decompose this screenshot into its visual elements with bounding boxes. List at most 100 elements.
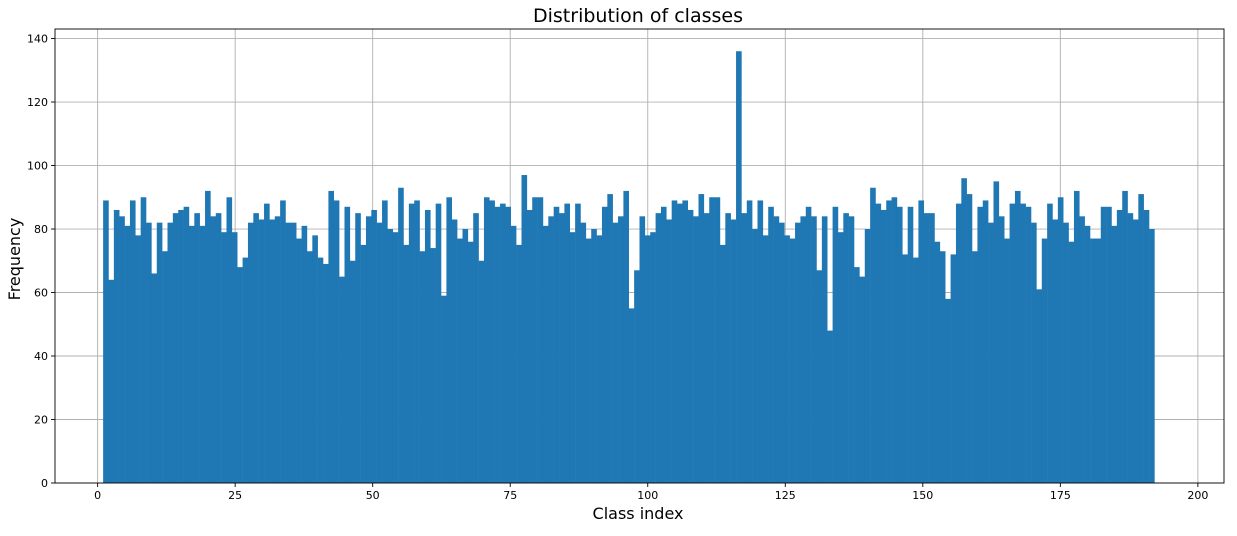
histogram-bar <box>757 200 764 484</box>
y-tick-label: 120 <box>27 96 48 109</box>
histogram-bar <box>162 251 168 483</box>
histogram-bar <box>714 197 721 483</box>
histogram-bar <box>140 197 147 483</box>
histogram-bar <box>934 241 941 483</box>
histogram-bar <box>929 213 935 483</box>
histogram-bar <box>542 225 549 483</box>
histogram-bar <box>344 206 351 483</box>
histogram-bar <box>854 267 860 483</box>
histogram-bar <box>167 222 174 483</box>
histogram-bar <box>1084 225 1091 483</box>
histogram-bar <box>950 254 957 483</box>
histogram-bar <box>103 200 109 484</box>
histogram-bar <box>623 190 630 483</box>
histogram-bar <box>821 216 828 483</box>
histogram-bar <box>151 273 158 483</box>
histogram-bar <box>500 203 506 483</box>
histogram-bar <box>253 213 259 483</box>
histogram-bar <box>784 235 790 483</box>
histogram-bar <box>939 251 946 483</box>
histogram-bar <box>569 232 576 483</box>
histogram-bar <box>526 209 533 484</box>
histogram-bar <box>752 229 758 483</box>
histogram-bar <box>955 203 962 483</box>
histogram-bar <box>339 276 345 483</box>
histogram-bar <box>274 216 281 483</box>
histogram-bar <box>516 244 522 483</box>
histogram-bar <box>205 190 211 483</box>
histogram-bar <box>532 197 538 483</box>
histogram-bar <box>269 219 276 484</box>
histogram-bar <box>135 235 141 483</box>
histogram-bar <box>945 298 951 483</box>
histogram-bar <box>682 200 689 484</box>
histogram-bar <box>977 206 984 483</box>
histogram-bar <box>1031 222 1037 483</box>
histogram-bar <box>457 238 463 483</box>
histogram-bar <box>703 213 710 483</box>
x-tick-label: 150 <box>912 489 933 502</box>
histogram-bar <box>1068 241 1075 483</box>
histogram-bar <box>473 213 479 483</box>
x-axis-title: Class index <box>593 504 684 523</box>
histogram-bar <box>972 251 978 483</box>
histogram-bar <box>494 206 501 483</box>
histogram-bar <box>365 216 372 483</box>
histogram-bar <box>725 213 731 483</box>
histogram-bar <box>1149 229 1155 483</box>
histogram-bar <box>1052 219 1059 484</box>
histogram-bar <box>1106 206 1112 483</box>
chart-title: Distribution of classes <box>533 5 743 27</box>
histogram-bar <box>467 241 474 483</box>
histogram-bar <box>650 232 656 483</box>
histogram-bar <box>317 257 324 483</box>
histogram-bar <box>864 229 871 483</box>
histogram-bar <box>982 200 989 484</box>
histogram-bar <box>349 260 356 483</box>
histogram-bar <box>1047 203 1053 483</box>
histogram-bar <box>918 200 925 484</box>
histogram-bar <box>489 200 495 484</box>
histogram-bar <box>328 190 335 483</box>
y-tick-label: 0 <box>41 477 48 490</box>
histogram-bar <box>660 206 667 483</box>
histogram-bar <box>280 200 286 484</box>
histogram-bar <box>1063 222 1069 483</box>
histogram-bar <box>687 209 694 484</box>
histogram-bar <box>719 244 726 483</box>
histogram-bar <box>1020 203 1026 483</box>
histogram-bar <box>387 229 394 483</box>
histogram-bar <box>510 225 517 483</box>
histogram-bar <box>907 206 914 483</box>
histogram-bar <box>993 181 1000 483</box>
histogram-bar <box>677 203 683 483</box>
histogram-bar <box>741 213 748 483</box>
histogram-bar <box>521 175 528 483</box>
x-tick-label: 200 <box>1187 489 1208 502</box>
histogram-bar <box>392 232 399 483</box>
histogram-bar <box>1143 209 1150 484</box>
histogram-bar <box>323 263 329 483</box>
histogram-bar <box>242 257 249 483</box>
histogram-bar <box>811 216 817 483</box>
histogram-bar <box>886 200 892 484</box>
x-tick-label: 50 <box>366 489 380 502</box>
histogram-bar <box>580 222 587 483</box>
histogram-bar <box>923 213 930 483</box>
x-tick-label: 25 <box>228 489 242 502</box>
histogram-bar <box>795 222 801 483</box>
histogram-bar <box>564 203 571 483</box>
histogram-bar <box>896 206 903 483</box>
histogram-bar <box>746 200 753 484</box>
histogram-bar <box>478 260 485 483</box>
x-tick-label: 75 <box>503 489 517 502</box>
histogram-bar <box>628 308 635 483</box>
y-tick-label: 40 <box>34 350 48 363</box>
histogram-bar <box>800 216 807 483</box>
histogram-bar <box>1073 190 1080 483</box>
x-tick-label: 0 <box>94 489 101 502</box>
y-tick-label: 20 <box>34 414 48 427</box>
histogram-bar <box>639 216 646 483</box>
histogram-bar <box>398 187 404 483</box>
